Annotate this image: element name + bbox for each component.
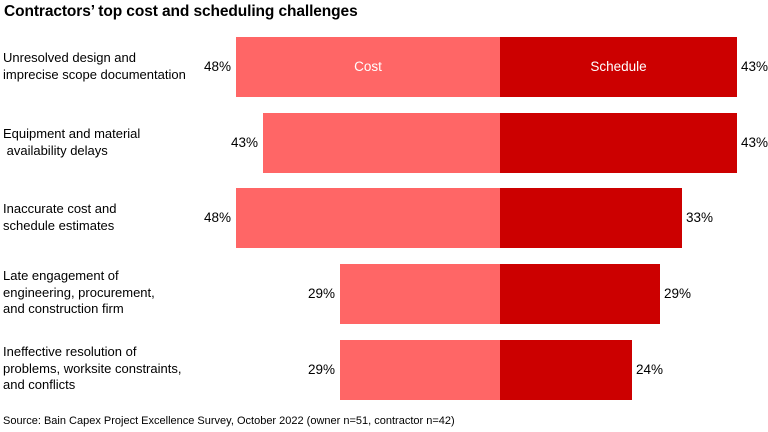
- cost-value-label: 48%: [203, 59, 231, 74]
- chart-row: Ineffective resolution of problems, work…: [0, 340, 768, 400]
- schedule-value-label: 29%: [664, 286, 692, 301]
- cost-bar: [263, 113, 500, 173]
- chart-title: Contractors’ top cost and scheduling cha…: [4, 3, 358, 20]
- schedule-series-label: Schedule: [590, 59, 647, 74]
- schedule-bar: [500, 113, 737, 173]
- cost-value-label: 48%: [203, 210, 231, 225]
- cost-value-label: 43%: [230, 135, 258, 150]
- source-note: Source: Bain Capex Project Excellence Su…: [3, 415, 455, 427]
- cost-bar: [340, 264, 500, 324]
- chart-row: Unresolved design and imprecise scope do…: [0, 37, 768, 97]
- cost-bar: [236, 188, 500, 248]
- category-label: Late engagement of engineering, procurem…: [3, 268, 155, 316]
- category-label: Unresolved design and imprecise scope do…: [3, 50, 186, 82]
- schedule-value-label: 43%: [741, 135, 768, 150]
- cost-bar: Cost: [236, 37, 500, 97]
- schedule-bar: [500, 264, 660, 324]
- category-label: Equipment and material availability dela…: [3, 126, 141, 158]
- category-label: Ineffective resolution of problems, work…: [3, 344, 182, 392]
- schedule-value-label: 33%: [686, 210, 714, 225]
- chart-row: Inaccurate cost and schedule estimates 48…: [0, 188, 768, 248]
- schedule-value-label: 43%: [741, 59, 768, 74]
- chart-row: Late engagement of engineering, procurem…: [0, 264, 768, 324]
- schedule-bar: Schedule: [500, 37, 737, 97]
- cost-value-label: 29%: [307, 362, 335, 377]
- schedule-bar: [500, 340, 632, 400]
- cost-bar: [340, 340, 500, 400]
- chart-row: Equipment and material availability dela…: [0, 113, 768, 173]
- category-label: Inaccurate cost and schedule estimates: [3, 201, 117, 233]
- cost-value-label: 29%: [307, 286, 335, 301]
- schedule-bar: [500, 188, 682, 248]
- schedule-value-label: 24%: [636, 362, 664, 377]
- cost-series-label: Cost: [354, 59, 382, 74]
